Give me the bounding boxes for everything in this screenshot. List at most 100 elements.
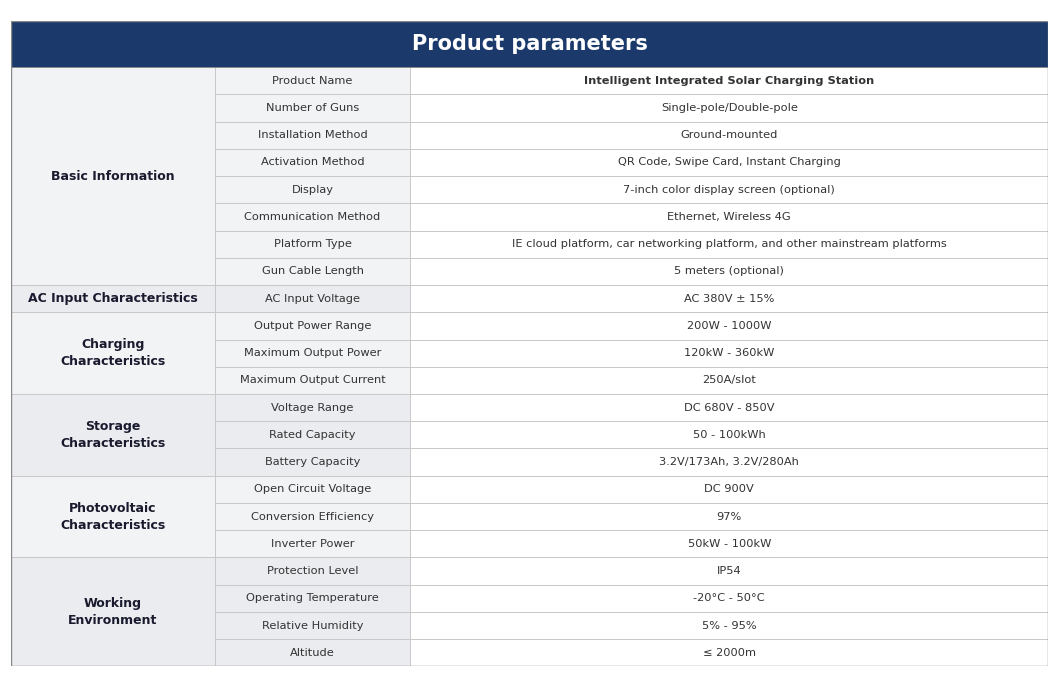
Bar bbox=[215, 503, 410, 530]
Text: 50 - 100kWh: 50 - 100kWh bbox=[693, 430, 766, 440]
Bar bbox=[410, 475, 1048, 503]
Bar bbox=[215, 530, 410, 557]
Bar bbox=[215, 149, 410, 176]
Text: Ethernet, Wireless 4G: Ethernet, Wireless 4G bbox=[667, 212, 791, 222]
Text: ≤ 2000m: ≤ 2000m bbox=[703, 648, 756, 657]
Text: Output Power Range: Output Power Range bbox=[254, 321, 372, 331]
Bar bbox=[215, 585, 410, 612]
Text: Display: Display bbox=[291, 185, 334, 194]
Bar bbox=[410, 367, 1048, 394]
Text: Operating Temperature: Operating Temperature bbox=[247, 594, 379, 603]
Text: Platform Type: Platform Type bbox=[273, 239, 352, 249]
Text: Maximum Output Power: Maximum Output Power bbox=[244, 348, 381, 358]
Bar bbox=[215, 313, 410, 339]
Bar bbox=[410, 421, 1048, 449]
Bar bbox=[410, 258, 1048, 285]
Text: 3.2V/173Ah, 3.2V/280Ah: 3.2V/173Ah, 3.2V/280Ah bbox=[660, 457, 800, 467]
Bar bbox=[11, 285, 215, 313]
Bar bbox=[215, 258, 410, 285]
Text: 250A/slot: 250A/slot bbox=[702, 375, 756, 385]
Text: 5 meters (optional): 5 meters (optional) bbox=[675, 267, 785, 276]
Bar bbox=[11, 313, 215, 394]
Bar bbox=[410, 149, 1048, 176]
Bar bbox=[215, 203, 410, 231]
Text: Ground-mounted: Ground-mounted bbox=[681, 131, 778, 140]
Bar bbox=[410, 285, 1048, 313]
Bar bbox=[215, 231, 410, 258]
Text: Product parameters: Product parameters bbox=[412, 34, 647, 54]
Text: Protection Level: Protection Level bbox=[267, 566, 358, 576]
Bar bbox=[215, 639, 410, 666]
Text: Rated Capacity: Rated Capacity bbox=[269, 430, 356, 440]
Bar bbox=[410, 585, 1048, 612]
Text: Open Circuit Voltage: Open Circuit Voltage bbox=[254, 484, 372, 495]
Bar bbox=[215, 394, 410, 421]
Text: -20°C - 50°C: -20°C - 50°C bbox=[694, 594, 765, 603]
Bar bbox=[215, 67, 410, 94]
Bar bbox=[410, 394, 1048, 421]
Bar bbox=[410, 503, 1048, 530]
Bar bbox=[410, 339, 1048, 367]
Text: Activation Method: Activation Method bbox=[261, 157, 364, 168]
Bar bbox=[11, 475, 215, 557]
Bar bbox=[410, 557, 1048, 585]
Bar bbox=[410, 122, 1048, 149]
Text: AC 380V ± 15%: AC 380V ± 15% bbox=[684, 293, 774, 304]
Bar bbox=[215, 367, 410, 394]
Text: IE cloud platform, car networking platform, and other mainstream platforms: IE cloud platform, car networking platfo… bbox=[511, 239, 947, 249]
Text: Communication Method: Communication Method bbox=[245, 212, 381, 222]
Text: DC 900V: DC 900V bbox=[704, 484, 754, 495]
Bar bbox=[410, 94, 1048, 122]
Bar bbox=[410, 176, 1048, 203]
Text: Relative Humidity: Relative Humidity bbox=[262, 620, 363, 631]
Text: Charging
Characteristics: Charging Characteristics bbox=[60, 338, 165, 368]
Text: 120kW - 360kW: 120kW - 360kW bbox=[684, 348, 774, 358]
Text: Conversion Efficiency: Conversion Efficiency bbox=[251, 512, 374, 521]
Text: QR Code, Swipe Card, Instant Charging: QR Code, Swipe Card, Instant Charging bbox=[617, 157, 841, 168]
Bar bbox=[215, 122, 410, 149]
Text: Intelligent Integrated Solar Charging Station: Intelligent Integrated Solar Charging St… bbox=[585, 76, 875, 86]
Bar bbox=[410, 231, 1048, 258]
Text: Product Name: Product Name bbox=[272, 76, 353, 86]
Bar bbox=[410, 639, 1048, 666]
Text: Altitude: Altitude bbox=[290, 648, 335, 657]
Text: AC Input Characteristics: AC Input Characteristics bbox=[28, 292, 198, 305]
Bar bbox=[11, 67, 215, 285]
Text: Single-pole/Double-pole: Single-pole/Double-pole bbox=[661, 103, 797, 113]
Bar bbox=[215, 449, 410, 475]
Bar bbox=[11, 21, 1048, 67]
Text: 7-inch color display screen (optional): 7-inch color display screen (optional) bbox=[624, 185, 836, 194]
Text: 5% - 95%: 5% - 95% bbox=[702, 620, 756, 631]
Text: IP54: IP54 bbox=[717, 566, 741, 576]
Text: Photovoltaic
Characteristics: Photovoltaic Characteristics bbox=[60, 502, 165, 532]
Bar bbox=[410, 449, 1048, 475]
Text: 97%: 97% bbox=[717, 512, 742, 521]
Text: 200W - 1000W: 200W - 1000W bbox=[687, 321, 772, 331]
Text: Inverter Power: Inverter Power bbox=[271, 539, 355, 549]
Text: Gun Cable Length: Gun Cable Length bbox=[262, 267, 363, 276]
Text: Installation Method: Installation Method bbox=[257, 131, 367, 140]
Text: Number of Guns: Number of Guns bbox=[266, 103, 359, 113]
Bar bbox=[410, 313, 1048, 339]
Bar bbox=[215, 176, 410, 203]
Bar bbox=[11, 394, 215, 475]
Text: Maximum Output Current: Maximum Output Current bbox=[239, 375, 385, 385]
Text: Working
Environment: Working Environment bbox=[68, 597, 158, 627]
Bar bbox=[410, 203, 1048, 231]
Bar bbox=[215, 475, 410, 503]
Bar bbox=[215, 557, 410, 585]
Bar bbox=[215, 94, 410, 122]
Bar bbox=[11, 557, 215, 666]
Bar bbox=[215, 285, 410, 313]
Bar bbox=[215, 421, 410, 449]
Text: Voltage Range: Voltage Range bbox=[271, 403, 354, 413]
Bar bbox=[215, 612, 410, 639]
Bar bbox=[215, 339, 410, 367]
Text: Battery Capacity: Battery Capacity bbox=[265, 457, 360, 467]
Bar bbox=[410, 612, 1048, 639]
Bar bbox=[410, 67, 1048, 94]
Bar bbox=[410, 530, 1048, 557]
Text: DC 680V - 850V: DC 680V - 850V bbox=[684, 403, 774, 413]
Text: Basic Information: Basic Information bbox=[51, 170, 175, 183]
Text: 50kW - 100kW: 50kW - 100kW bbox=[687, 539, 771, 549]
